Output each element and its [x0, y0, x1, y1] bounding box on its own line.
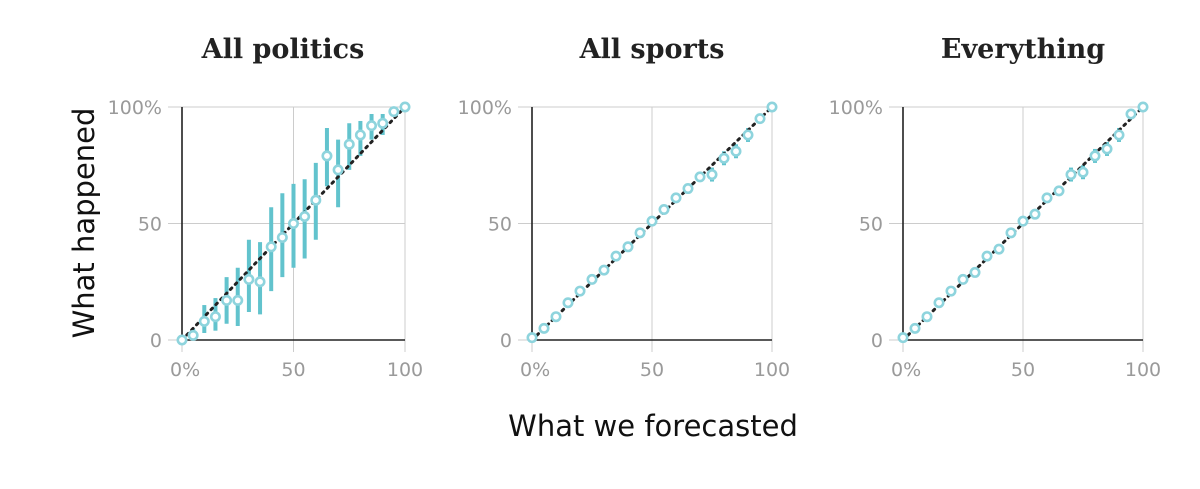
data-point	[354, 129, 366, 141]
x-axis-title: What we forecasted	[508, 409, 798, 443]
data-point	[730, 145, 742, 157]
data-point	[1005, 227, 1017, 239]
data-point	[321, 150, 333, 162]
data-point	[1137, 101, 1149, 113]
chart-panels: All politics 0 50 100% 0% 50 100 All sports 0 50 1…	[108, 34, 1161, 381]
data-point	[209, 311, 221, 323]
y-tick-label: 50	[488, 214, 512, 236]
data-point	[343, 138, 355, 150]
data-point	[646, 215, 658, 227]
data-point	[1125, 108, 1137, 120]
data-point	[377, 117, 389, 129]
data-point	[550, 311, 562, 323]
data-point	[1101, 143, 1113, 155]
y-tick-label: 0	[150, 330, 162, 352]
data-point	[1029, 208, 1041, 220]
data-point	[232, 294, 244, 306]
data-point	[1041, 192, 1053, 204]
data-point	[670, 192, 682, 204]
y-tick-label: 50	[859, 214, 883, 236]
y-tick-label: 100%	[458, 97, 512, 119]
data-point	[366, 120, 378, 132]
x-tick-label: 50	[1011, 359, 1035, 381]
data-point	[1113, 129, 1125, 141]
data-point	[538, 322, 550, 334]
data-point	[945, 285, 957, 297]
y-tick-label: 50	[138, 214, 162, 236]
chart-panel-1: All politics 0 50 100% 0% 50 100	[108, 34, 423, 381]
data-point	[254, 276, 266, 288]
data-point	[1089, 150, 1101, 162]
data-point	[562, 297, 574, 309]
chart-title: All sports	[579, 34, 725, 65]
data-point	[388, 106, 400, 118]
data-point	[187, 329, 199, 341]
data-point	[176, 334, 188, 346]
chart-panel-2: All sports 0 50 100% 0% 50 100	[458, 34, 790, 381]
data-point	[586, 273, 598, 285]
x-tick-label: 0%	[170, 359, 200, 381]
chart-title: All politics	[201, 34, 365, 65]
y-tick-label: 100%	[108, 97, 162, 119]
data-point	[622, 241, 634, 253]
data-point	[276, 231, 288, 243]
x-tick-label: 100	[1125, 359, 1161, 381]
data-point	[634, 227, 646, 239]
y-axis-title: What happened	[67, 108, 101, 339]
data-point	[610, 250, 622, 262]
data-point	[706, 169, 718, 181]
data-point	[897, 332, 909, 344]
data-point	[658, 204, 670, 216]
data-point	[921, 311, 933, 323]
data-point	[598, 264, 610, 276]
data-point	[957, 273, 969, 285]
y-tick-label: 0	[500, 330, 512, 352]
y-tick-label: 100%	[829, 97, 883, 119]
data-point	[399, 101, 411, 113]
data-point	[1017, 215, 1029, 227]
data-point	[1077, 166, 1089, 178]
data-point	[221, 294, 233, 306]
data-point	[754, 113, 766, 125]
data-point	[198, 315, 210, 327]
data-point	[969, 266, 981, 278]
chart-panel-3: Everything 0 50 100% 0% 50 100	[829, 34, 1161, 381]
x-tick-label: 0%	[520, 359, 550, 381]
data-point	[718, 152, 730, 164]
data-point	[694, 171, 706, 183]
data-point	[682, 183, 694, 195]
x-tick-label: 100	[754, 359, 790, 381]
data-point	[1065, 169, 1077, 181]
data-point	[993, 243, 1005, 255]
chart-title: Everything	[941, 34, 1105, 65]
x-tick-label: 100	[387, 359, 423, 381]
data-point	[310, 194, 322, 206]
data-point	[299, 211, 311, 223]
data-point	[287, 218, 299, 230]
x-tick-label: 50	[281, 359, 305, 381]
data-point	[981, 250, 993, 262]
data-point	[574, 285, 586, 297]
data-point	[742, 129, 754, 141]
data-point	[526, 332, 538, 344]
x-tick-label: 0%	[891, 359, 921, 381]
data-point	[933, 297, 945, 309]
y-tick-label: 0	[871, 330, 883, 352]
data-point	[243, 273, 255, 285]
data-point	[909, 322, 921, 334]
x-tick-label: 50	[640, 359, 664, 381]
data-point	[766, 101, 778, 113]
data-point	[265, 241, 277, 253]
data-point	[1053, 185, 1065, 197]
data-point	[332, 164, 344, 176]
